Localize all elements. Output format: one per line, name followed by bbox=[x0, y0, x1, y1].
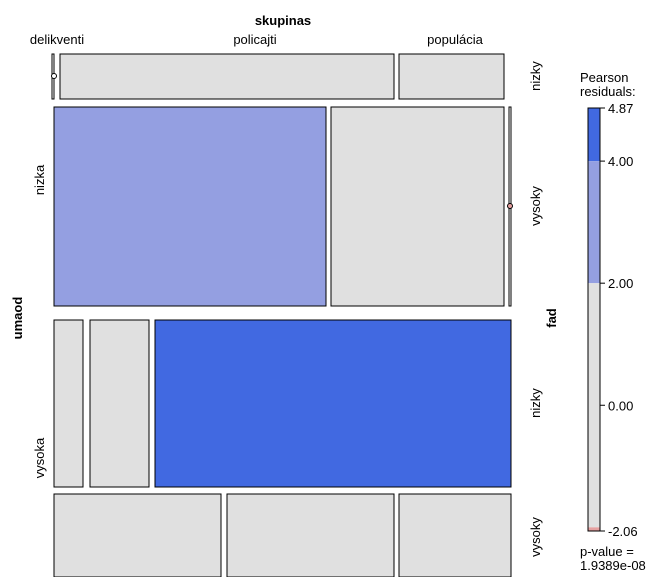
mosaic-tile bbox=[154, 319, 512, 488]
legend-tick-label: 0.00 bbox=[608, 398, 633, 413]
mosaic-tiles bbox=[51, 53, 513, 577]
mosaic-tile bbox=[53, 493, 222, 577]
right-level-label: nizky bbox=[528, 61, 543, 91]
legend-frame bbox=[587, 107, 601, 532]
legend-title: residuals: bbox=[580, 84, 636, 99]
right-level-label: vysoky bbox=[528, 517, 543, 557]
residual-legend: 4.87 4.00 2.00 0.00 -2.06 bbox=[587, 101, 638, 539]
right-level-label: vysoky bbox=[528, 186, 543, 226]
top-level-label: populácia bbox=[427, 32, 483, 47]
zero-cell-marker bbox=[51, 73, 57, 79]
top-level-label: policajti bbox=[233, 32, 276, 47]
mosaic-tile bbox=[59, 53, 395, 100]
mosaic-tile bbox=[53, 319, 84, 488]
top-level-label: delikventi bbox=[30, 32, 84, 47]
legend-tick-label: 4.00 bbox=[608, 154, 633, 169]
legend-tick-label: 2.00 bbox=[608, 276, 633, 291]
legend-tick-label: 4.87 bbox=[608, 101, 633, 116]
mosaic-tile bbox=[330, 106, 505, 307]
left-variable-label: umaod bbox=[10, 297, 25, 340]
left-level-label: nizka bbox=[32, 164, 47, 195]
mosaic-tile bbox=[89, 319, 150, 488]
mosaic-tile bbox=[398, 493, 512, 577]
p-value: 1.9389e-08 bbox=[580, 558, 646, 573]
legend-band bbox=[588, 161, 600, 284]
legend-tick-label: -2.06 bbox=[608, 524, 638, 539]
left-level-label: vysoka bbox=[32, 437, 47, 478]
legend-title: Pearson bbox=[580, 70, 628, 85]
legend-band bbox=[588, 527, 600, 531]
mosaic-tile bbox=[398, 53, 505, 100]
top-variable-label: skupinas bbox=[255, 13, 311, 28]
mosaic-tile bbox=[226, 493, 395, 577]
legend-band bbox=[588, 108, 600, 162]
legend-band bbox=[588, 283, 600, 528]
zero-cell-marker bbox=[507, 203, 513, 209]
right-variable-label: fad bbox=[544, 308, 559, 328]
mosaic-tile bbox=[53, 106, 327, 307]
right-level-label: nizky bbox=[528, 388, 543, 418]
p-value-label: p-value = bbox=[580, 544, 634, 559]
